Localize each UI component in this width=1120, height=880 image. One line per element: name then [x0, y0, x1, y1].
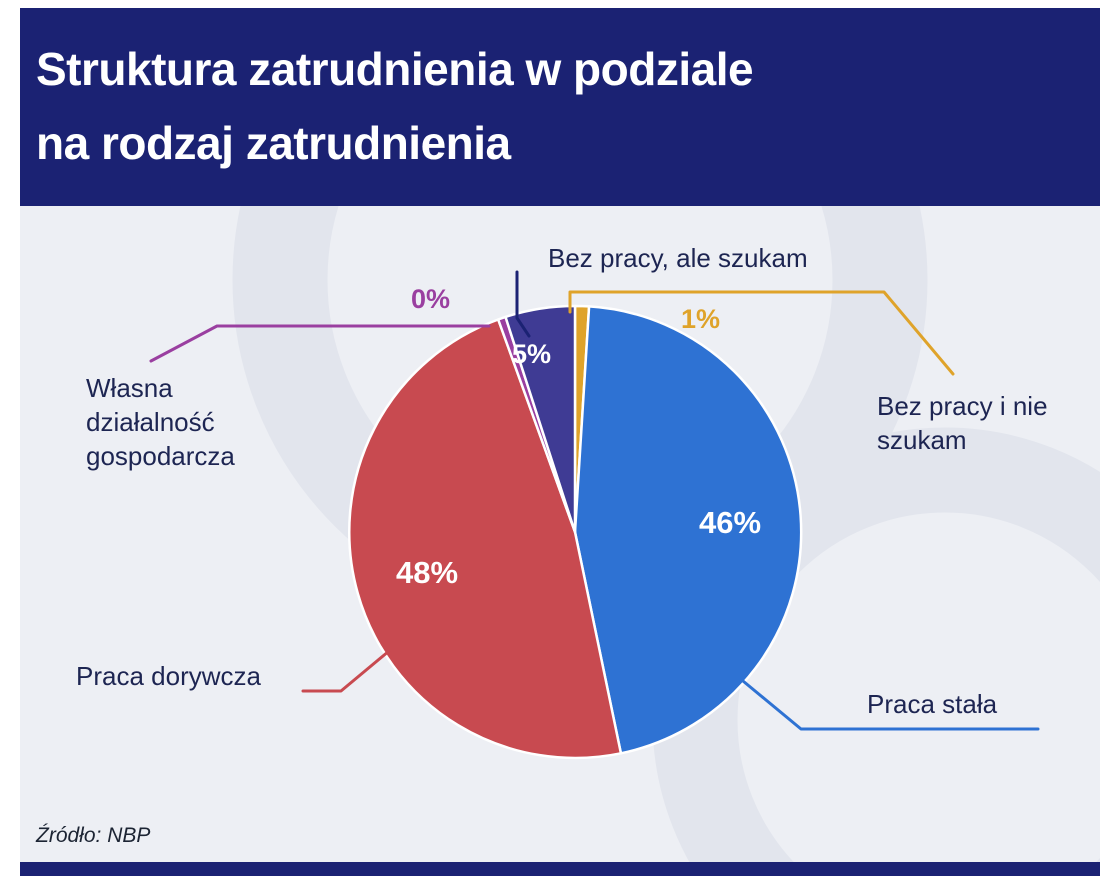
label-praca-dorywcza: Praca dorywcza: [76, 661, 261, 691]
value-label-bez-pracy-ale-szukam: 5%: [512, 339, 552, 369]
label-praca-stala: Praca stała: [867, 689, 998, 719]
value-label-praca-dorywcza: 48%: [396, 555, 459, 590]
page-title: Struktura zatrudnienia w podziale na rod…: [36, 32, 1084, 180]
label-wlasna-dzialalnosc: Własna działalność gospodarcza: [86, 373, 235, 471]
page-title-line2: na rodzaj zatrudnienia: [36, 117, 511, 169]
bottom-bar: [20, 862, 1100, 876]
header: Struktura zatrudnienia w podziale na rod…: [20, 8, 1100, 206]
value-label-wlasna-dzialalnosc: 0%: [411, 284, 451, 314]
value-label-praca-stala: 46%: [699, 505, 762, 540]
value-label-bez-pracy-nie-szukam: 1%: [681, 304, 721, 334]
label-bez-pracy-ale-szukam: Bez pracy, ale szukam: [548, 243, 808, 273]
source-note: Źródło: NBP: [36, 824, 151, 847]
page-title-line1: Struktura zatrudnienia w podziale: [36, 43, 754, 95]
label-bez-pracy-nie-szukam: Bez pracy i nie szukam: [877, 391, 1048, 455]
